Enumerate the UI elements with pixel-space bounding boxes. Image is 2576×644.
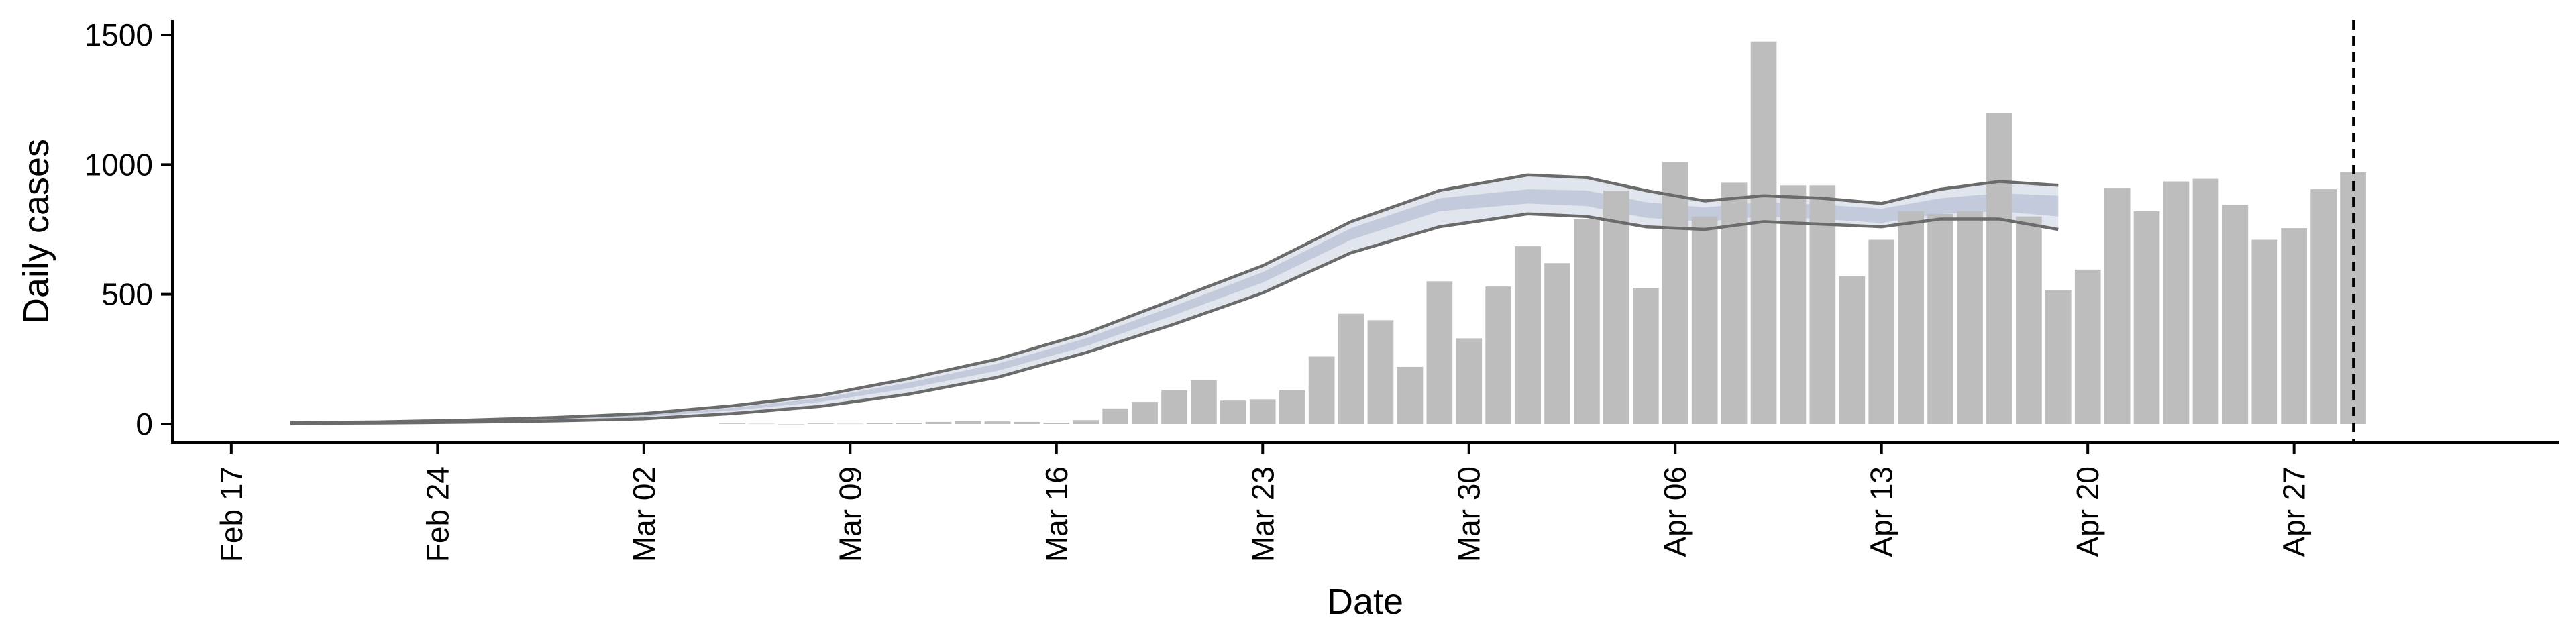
bar-2020-04-11 xyxy=(1809,185,1836,424)
bar-2020-03-11 xyxy=(896,423,922,424)
bar-2020-03-05 xyxy=(719,423,745,424)
y-tick-label: 1500 xyxy=(85,17,153,52)
x-tick-label: Apr 20 xyxy=(2070,466,2105,557)
bar-2020-03-18 xyxy=(1102,408,1128,424)
axes xyxy=(171,20,2559,444)
bar-2020-04-06 xyxy=(1662,162,1688,424)
bar-2020-04-28 xyxy=(2310,189,2337,424)
bar-2020-03-15 xyxy=(1014,421,1040,424)
estimate-lower-line xyxy=(290,212,2059,425)
x-tick-label: Mar 02 xyxy=(627,466,661,562)
bar-2020-03-29 xyxy=(1426,281,1453,424)
y-axis-title: Daily cases xyxy=(16,139,56,324)
y-tick-label: 0 xyxy=(136,407,153,441)
bar-2020-04-17 xyxy=(1986,113,2012,424)
bar-2020-03-07 xyxy=(778,424,804,425)
bar-2020-04-22 xyxy=(2133,211,2160,424)
bar-2020-04-23 xyxy=(2163,181,2190,424)
bar-2020-03-23 xyxy=(1249,399,1276,424)
bar-2020-03-13 xyxy=(955,421,981,424)
bar-2020-04-24 xyxy=(2192,178,2219,424)
ticks: 0 500 1000 1500 Feb 17 Feb 24 Mar 02 Mar 09 Mar … xyxy=(85,17,2312,562)
bar-2020-04-21 xyxy=(2104,188,2131,424)
bar-2020-04-13 xyxy=(1868,239,1895,424)
bar-2020-03-24 xyxy=(1279,390,1305,424)
bar-2020-04-14 xyxy=(1898,211,1924,424)
bar-2020-03-19 xyxy=(1132,402,1158,424)
bar-2020-03-10 xyxy=(866,423,893,424)
bar-2020-04-16 xyxy=(1957,211,1983,424)
bar-2020-03-21 xyxy=(1191,380,1217,424)
bar-2020-03-26 xyxy=(1338,313,1364,424)
bar-2020-04-03 xyxy=(1574,219,1600,424)
bar-2020-04-08 xyxy=(1721,182,1748,424)
bar-2020-03-17 xyxy=(1073,420,1099,424)
x-tick-label: Mar 16 xyxy=(1039,466,1074,562)
bar-2020-04-04 xyxy=(1603,191,1629,424)
bar-2020-03-28 xyxy=(1397,366,1424,424)
bar-2020-04-09 xyxy=(1750,41,1777,424)
y-tick-label: 500 xyxy=(101,277,153,312)
bar-2020-04-02 xyxy=(1544,263,1570,424)
bar-2020-03-08 xyxy=(808,423,834,424)
x-tick-label: Mar 30 xyxy=(1452,466,1487,562)
bar-2020-04-19 xyxy=(2045,290,2072,424)
bar-2020-03-22 xyxy=(1220,400,1246,424)
x-tick-label: Feb 24 xyxy=(420,466,455,562)
bar-2020-04-05 xyxy=(1633,288,1659,424)
bar-2020-04-01 xyxy=(1515,246,1541,424)
bar-2020-04-10 xyxy=(1780,185,1807,424)
x-axis-title: Date xyxy=(1327,582,1403,622)
x-tick-label: Apr 27 xyxy=(2277,466,2312,557)
bar-2020-04-20 xyxy=(2074,269,2101,424)
bar-2020-03-06 xyxy=(749,423,775,425)
estimate-upper-line xyxy=(290,173,2059,425)
bar-2020-04-12 xyxy=(1839,276,1866,424)
bar-2020-04-18 xyxy=(2016,216,2042,424)
bar-2020-04-26 xyxy=(2251,239,2278,424)
bar-2020-03-16 xyxy=(1043,423,1070,424)
plot-area xyxy=(290,20,2366,443)
bar-2020-03-31 xyxy=(1485,286,1511,424)
bar-2020-03-25 xyxy=(1308,356,1335,424)
bar-2020-03-27 xyxy=(1367,320,1394,424)
bar-2020-04-15 xyxy=(1927,213,1953,424)
y-tick-label: 1000 xyxy=(85,147,153,182)
x-tick-label: Feb 17 xyxy=(214,466,249,562)
x-tick-label: Mar 09 xyxy=(833,466,867,562)
bar-2020-04-25 xyxy=(2222,205,2249,424)
bar-2020-03-20 xyxy=(1161,390,1187,424)
bar-2020-03-12 xyxy=(925,421,952,424)
bar-2020-04-27 xyxy=(2281,228,2307,424)
estimate-band-inner xyxy=(290,189,2059,423)
bar-2020-03-30 xyxy=(1456,338,1483,424)
bar-2020-03-09 xyxy=(837,423,863,425)
bar-2020-03-14 xyxy=(984,421,1011,424)
x-tick-label: Apr 13 xyxy=(1864,466,1899,557)
bar-2020-04-07 xyxy=(1691,216,1718,424)
x-tick-label: Apr 06 xyxy=(1658,466,1693,557)
x-tick-label: Mar 23 xyxy=(1245,466,1280,562)
